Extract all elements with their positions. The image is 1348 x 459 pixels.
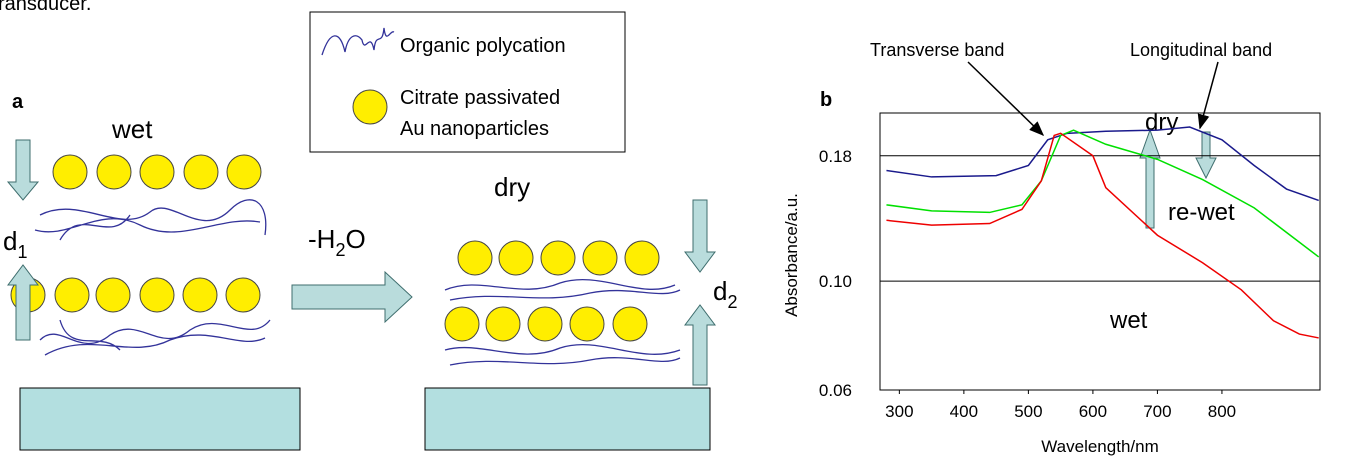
legend-text: Organic polycation xyxy=(400,35,566,57)
process-arrow xyxy=(292,272,412,322)
annotation: re-wet xyxy=(1168,199,1235,226)
x-tick-label: 600 xyxy=(1079,402,1107,421)
change-arrow xyxy=(1196,132,1216,178)
state-label: dry xyxy=(494,172,530,202)
x-axis-label: Wavelength/nm xyxy=(1041,437,1158,456)
annotation: Transverse band xyxy=(870,40,1004,60)
spectrum-line xyxy=(886,130,1318,257)
annotation: wet xyxy=(1109,307,1148,334)
x-tick-label: 800 xyxy=(1208,402,1236,421)
y-axis-label: Absorbance/a.u. xyxy=(782,193,801,317)
annotation: Longitudinal band xyxy=(1130,40,1272,60)
compress-arrow xyxy=(685,305,715,385)
legend-text: Au nanoparticles xyxy=(400,118,549,140)
x-tick-label: 400 xyxy=(950,402,978,421)
compress-arrow xyxy=(685,200,715,272)
x-tick-label: 300 xyxy=(885,402,913,421)
annotation-arrow xyxy=(968,62,1043,135)
substrate xyxy=(20,388,300,450)
caption-fragment: ransducer. xyxy=(0,0,91,15)
spacing-label: d2 xyxy=(713,276,737,312)
x-tick-label: 700 xyxy=(1143,402,1171,421)
substrate xyxy=(425,388,710,450)
figure: ransducer. Organic polycation Citrate pa… xyxy=(0,0,1348,459)
plot-frame xyxy=(880,113,1320,390)
spectrum-line xyxy=(886,133,1318,338)
y-tick-label: 0.18 xyxy=(819,147,852,166)
compress-arrow xyxy=(8,140,38,200)
y-tick-label: 0.06 xyxy=(819,381,852,400)
nanoparticle-icon xyxy=(353,90,387,124)
spectrum-line xyxy=(886,127,1318,200)
x-tick-label: 500 xyxy=(1014,402,1042,421)
state-label: wet xyxy=(111,114,153,144)
change-arrow xyxy=(1140,130,1160,228)
page: {"caption_fragment":"ransducer.", "legen… xyxy=(0,0,1348,459)
panel-label: a xyxy=(12,91,24,113)
annotation-arrow xyxy=(1200,62,1218,128)
spacing-label: d1 xyxy=(3,226,27,262)
plot: 0.06 0.10 0.18 300 400 500 600 700 800 xyxy=(819,113,1320,421)
panel-label: b xyxy=(820,89,832,111)
process-label: -H2O xyxy=(308,224,366,260)
legend-text: Citrate passivated xyxy=(400,87,560,109)
y-tick-label: 0.10 xyxy=(819,272,852,291)
